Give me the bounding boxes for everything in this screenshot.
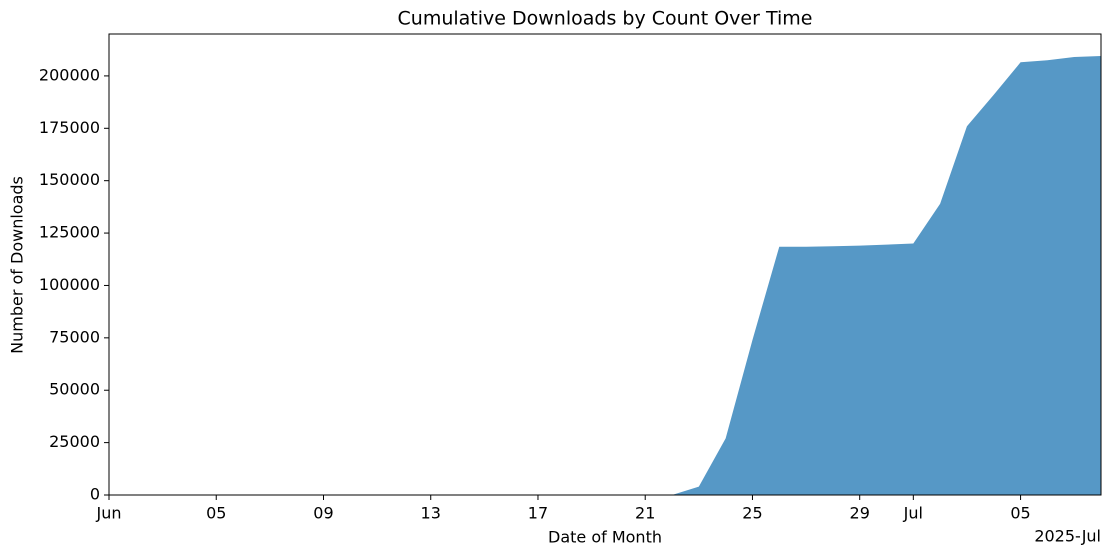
- chart-title: Cumulative Downloads by Count Over Time: [398, 8, 813, 30]
- y-tick-label: 125000: [39, 223, 100, 242]
- y-tick-label: 25000: [49, 432, 100, 451]
- x-offset-label: 2025-Jul: [1034, 527, 1101, 546]
- x-tick-label: 09: [313, 504, 333, 523]
- x-tick-label: 13: [421, 504, 441, 523]
- y-axis-label: Number of Downloads: [8, 176, 27, 354]
- y-tick-label: 75000: [49, 327, 100, 346]
- y-tick-label: 150000: [39, 170, 100, 189]
- x-tick-label: Jun: [96, 504, 122, 523]
- y-tick-label: 175000: [39, 118, 100, 137]
- x-tick-label: 05: [206, 504, 226, 523]
- x-tick-label: Jul: [903, 504, 923, 523]
- y-tick-label: 100000: [39, 275, 100, 294]
- x-tick-label: 17: [528, 504, 548, 523]
- x-tick-label: 29: [850, 504, 870, 523]
- x-tick-label: 21: [635, 504, 655, 523]
- area: [672, 56, 1101, 495]
- x-tick-label: 25: [742, 504, 762, 523]
- y-tick-label: 50000: [49, 380, 100, 399]
- y-tick-label: 0: [90, 485, 100, 504]
- x-axis-label: Date of Month: [548, 528, 662, 547]
- plot-frame: [108, 33, 1102, 496]
- x-tick-label: 05: [1010, 504, 1030, 523]
- y-tick-label: 200000: [39, 65, 100, 84]
